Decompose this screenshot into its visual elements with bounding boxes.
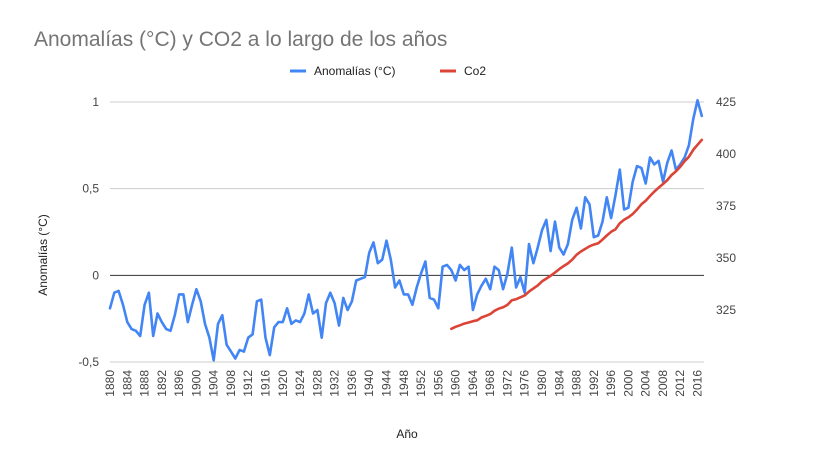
- x-tick-label: 1944: [379, 370, 393, 397]
- x-tick-label: 1972: [500, 370, 514, 397]
- x-tick-label: 1892: [155, 370, 169, 397]
- y2-tick-label: 325: [716, 303, 736, 317]
- x-tick-label: 1904: [207, 370, 221, 397]
- x-tick-label: 1940: [362, 370, 376, 397]
- x-tick-label: 2008: [656, 370, 670, 397]
- y2-tick-label: 425: [716, 95, 736, 109]
- x-tick-label: 1888: [138, 370, 152, 397]
- x-tick-label: 1908: [224, 370, 238, 397]
- y-tick-label: -0,5: [78, 355, 99, 369]
- x-tick-label: 1952: [414, 370, 428, 397]
- x-tick-label: 1936: [345, 370, 359, 397]
- y2-tick-label: 400: [716, 147, 736, 161]
- x-tick-label: 1912: [241, 370, 255, 397]
- x-tick-label: 1968: [483, 370, 497, 397]
- x-tick-label: 2004: [639, 370, 653, 397]
- x-tick-label: 1992: [587, 370, 601, 397]
- y-tick-label: 1: [92, 95, 99, 109]
- y2-tick-label: 375: [716, 199, 736, 213]
- x-axis-title: Año: [396, 427, 418, 441]
- x-tick-label: 1920: [276, 370, 290, 397]
- x-tick-label: 1880: [103, 370, 117, 397]
- x-tick-label: 1996: [604, 370, 618, 397]
- y-tick-label: 0,5: [82, 182, 99, 196]
- y-axis-right-ticks: 325 350 375 400 425: [716, 95, 736, 317]
- x-axis-ticks: 1880 1884 1888 1892 1896 1900 1904 1908 1912 1916…: [103, 370, 705, 397]
- series-line-co2: [449, 138, 704, 331]
- y-axis-left-ticks: -0,5 0 0,5 1: [78, 95, 99, 369]
- x-tick-label: 1984: [552, 370, 566, 397]
- x-tick-label: 1948: [397, 370, 411, 397]
- x-tick-label: 1916: [259, 370, 273, 397]
- x-tick-label: 1928: [310, 370, 324, 397]
- y2-tick-label: 350: [716, 251, 736, 265]
- x-tick-label: 1924: [293, 370, 307, 397]
- x-tick-label: 1956: [431, 370, 445, 397]
- x-tick-label: 1932: [328, 370, 342, 397]
- x-tick-label: 1976: [518, 370, 532, 397]
- series-line-anomalias: [108, 99, 704, 362]
- x-tick-label: 2012: [673, 370, 687, 397]
- x-tick-label: 1900: [189, 370, 203, 397]
- legend-label-anomalias: Anomalías (°C): [314, 64, 396, 78]
- legend: Anomalías (°C) Co2: [290, 64, 486, 78]
- x-tick-label: 1964: [466, 370, 480, 397]
- x-tick-label: 1896: [172, 370, 186, 397]
- y-tick-label: 0: [92, 268, 99, 282]
- x-tick-label: 2016: [691, 370, 705, 397]
- x-tick-label: 2000: [621, 370, 635, 397]
- gridlines: [110, 101, 704, 363]
- x-tick-label: 1884: [120, 370, 134, 397]
- y-axis-title: Anomalías (°C): [36, 214, 50, 296]
- legend-label-co2: Co2: [464, 64, 486, 78]
- x-tick-label: 1980: [535, 370, 549, 397]
- x-tick-label: 1960: [449, 370, 463, 397]
- x-tick-label: 1988: [570, 370, 584, 397]
- chart-title: Anomalías (°C) y CO2 a lo largo de los a…: [34, 28, 447, 51]
- series-lines: [108, 99, 704, 362]
